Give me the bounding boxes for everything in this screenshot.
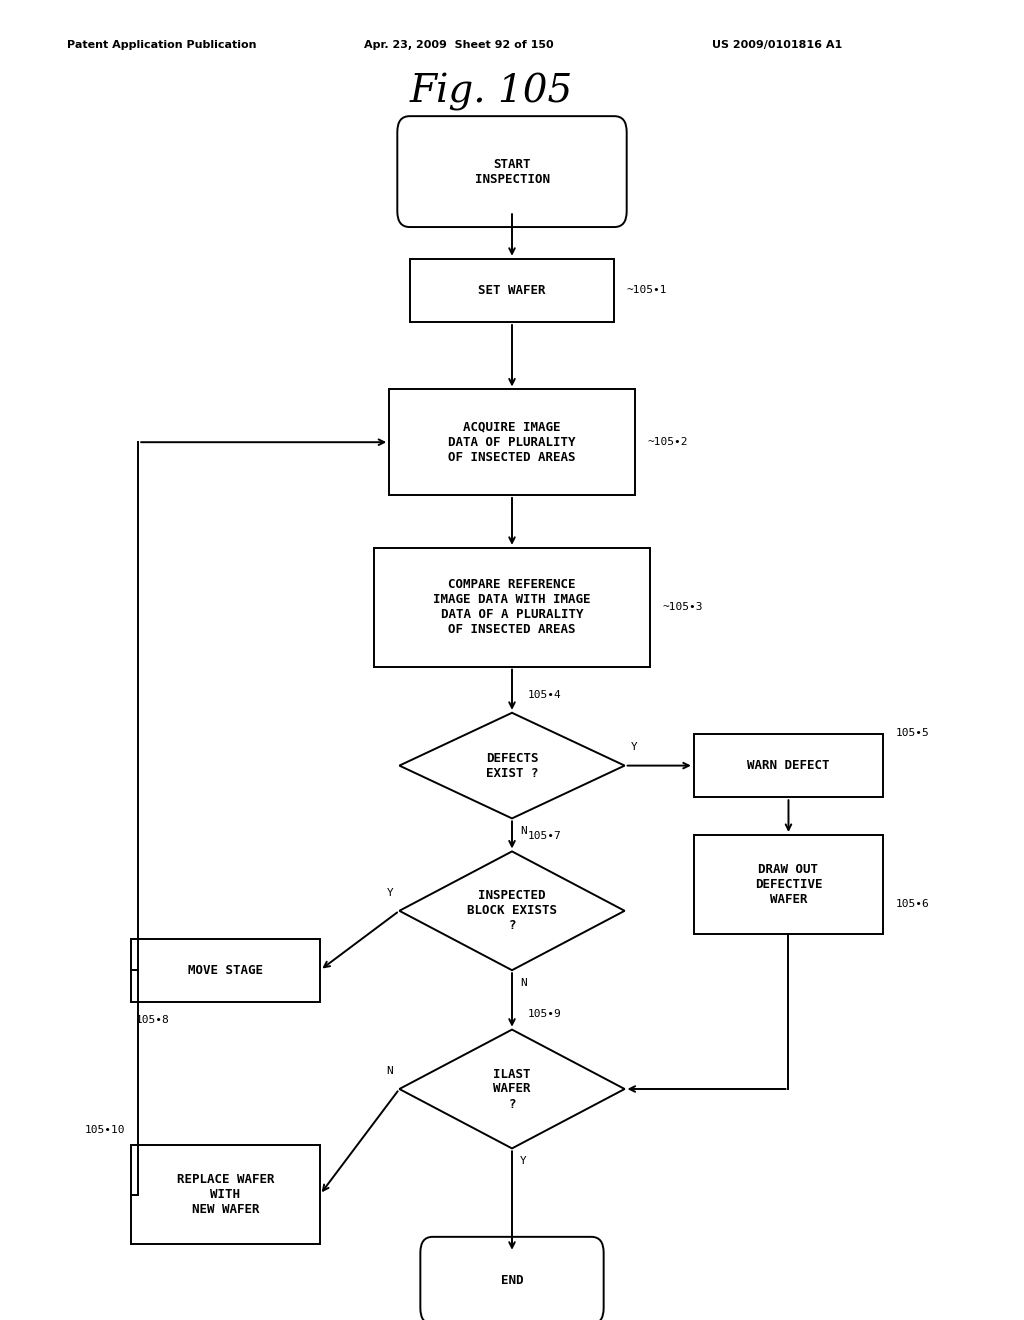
Text: Apr. 23, 2009  Sheet 92 of 150: Apr. 23, 2009 Sheet 92 of 150 xyxy=(364,40,553,50)
Text: Y: Y xyxy=(631,742,638,752)
Text: 105•9: 105•9 xyxy=(527,1008,561,1019)
Text: 105•6: 105•6 xyxy=(895,899,929,909)
Bar xyxy=(374,548,650,667)
Text: WARN DEFECT: WARN DEFECT xyxy=(748,759,829,772)
Text: START
INSPECTION: START INSPECTION xyxy=(474,157,550,186)
Text: ILAST
WAFER
?: ILAST WAFER ? xyxy=(494,1068,530,1110)
FancyBboxPatch shape xyxy=(397,116,627,227)
Text: DRAW OUT
DEFECTIVE
WAFER: DRAW OUT DEFECTIVE WAFER xyxy=(755,863,822,906)
Text: Fig. 105: Fig. 105 xyxy=(410,74,573,111)
Text: END: END xyxy=(501,1274,523,1287)
Text: N: N xyxy=(520,826,527,837)
FancyBboxPatch shape xyxy=(420,1237,603,1320)
Text: 105•8: 105•8 xyxy=(135,1015,169,1026)
Text: N: N xyxy=(520,978,527,989)
Text: 105•7: 105•7 xyxy=(527,830,561,841)
Text: ACQUIRE IMAGE
DATA OF PLURALITY
OF INSECTED AREAS: ACQUIRE IMAGE DATA OF PLURALITY OF INSEC… xyxy=(449,421,575,463)
Text: REPLACE WAFER
WITH
NEW WAFER: REPLACE WAFER WITH NEW WAFER xyxy=(176,1173,274,1216)
Bar xyxy=(694,836,883,935)
Text: US 2009/0101816 A1: US 2009/0101816 A1 xyxy=(712,40,842,50)
Text: ~105•3: ~105•3 xyxy=(663,602,703,612)
Bar xyxy=(694,734,883,797)
Polygon shape xyxy=(399,851,625,970)
Text: COMPARE REFERENCE
IMAGE DATA WITH IMAGE
DATA OF A PLURALITY
OF INSECTED AREAS: COMPARE REFERENCE IMAGE DATA WITH IMAGE … xyxy=(433,578,591,636)
Text: MOVE STAGE: MOVE STAGE xyxy=(187,964,263,977)
Text: Y: Y xyxy=(386,887,393,898)
Text: N: N xyxy=(386,1065,393,1076)
Text: INSPECTED
BLOCK EXISTS
?: INSPECTED BLOCK EXISTS ? xyxy=(467,890,557,932)
Text: 105•10: 105•10 xyxy=(85,1125,125,1134)
Text: 105•4: 105•4 xyxy=(527,689,561,700)
Bar xyxy=(131,1144,319,1243)
Bar xyxy=(131,939,319,1002)
Text: Y: Y xyxy=(520,1156,527,1167)
Text: ~105•1: ~105•1 xyxy=(627,285,668,296)
Polygon shape xyxy=(399,713,625,818)
Text: Patent Application Publication: Patent Application Publication xyxy=(67,40,256,50)
Text: ~105•2: ~105•2 xyxy=(647,437,688,447)
Text: 105•5: 105•5 xyxy=(895,727,929,738)
Text: SET WAFER: SET WAFER xyxy=(478,284,546,297)
Bar xyxy=(410,259,614,322)
Text: DEFECTS
EXIST ?: DEFECTS EXIST ? xyxy=(485,751,539,780)
Bar xyxy=(389,389,635,495)
Polygon shape xyxy=(399,1030,625,1148)
